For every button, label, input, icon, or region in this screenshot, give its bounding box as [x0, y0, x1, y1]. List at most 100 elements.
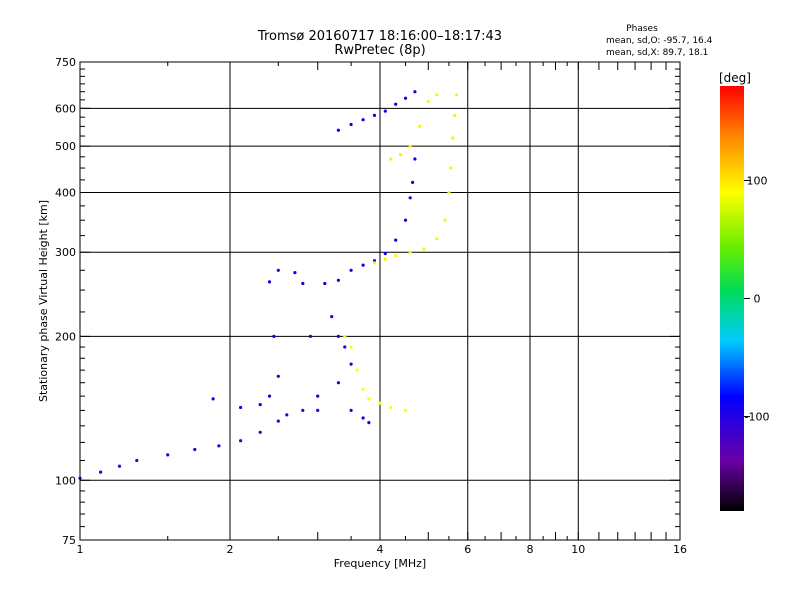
echo-point — [355, 368, 359, 372]
x-tick-label: 4 — [377, 543, 384, 556]
echo-point — [403, 96, 408, 100]
echo-point — [99, 470, 103, 474]
echo-point — [343, 334, 347, 338]
colorbar-ticks: 100 0 -100 — [744, 174, 770, 424]
echo-point — [413, 157, 417, 161]
echo-point — [361, 263, 365, 267]
echo-point — [367, 397, 371, 401]
echo-point — [258, 430, 262, 434]
y-tick-label: 100 — [55, 474, 76, 487]
echo-point — [343, 345, 347, 349]
echo-point — [435, 237, 439, 241]
echo-point — [408, 196, 412, 200]
echo-point — [267, 394, 272, 398]
x-tick-label: 10 — [571, 543, 585, 556]
echo-point — [330, 315, 334, 319]
colorbar-label: [deg] — [719, 71, 751, 85]
echo-point — [447, 190, 451, 195]
echo-point — [336, 278, 340, 282]
x-axis: 1 2 4 6 8 10 16 — [77, 62, 687, 556]
echo-point — [383, 252, 387, 256]
stats-x-mode: mean, sd,X: 89.7, 18.1 — [606, 48, 708, 58]
y-axis-label: Stationary phase Virtual Height [km] — [37, 200, 50, 402]
echo-point — [267, 280, 272, 284]
echo-point — [361, 118, 365, 122]
echo-point — [316, 394, 320, 398]
echo-point — [166, 453, 170, 457]
y-tick-label: 750 — [55, 56, 76, 69]
echo-points — [78, 90, 459, 480]
x-tick-label: 6 — [464, 543, 471, 556]
echo-point — [443, 218, 447, 222]
echo-point — [403, 218, 408, 222]
echo-point — [426, 99, 430, 104]
x-tick-label: 2 — [227, 543, 234, 556]
colorbar-tick-label: 100 — [747, 174, 768, 187]
echo-point — [361, 416, 365, 420]
grid — [80, 62, 680, 540]
echo-point — [389, 157, 393, 161]
colorbar-gradient — [720, 86, 744, 511]
echo-point — [272, 334, 276, 338]
x-tick-label: 16 — [673, 543, 687, 556]
echo-point — [349, 268, 353, 272]
echo-point — [239, 439, 243, 443]
y-tick-label: 75 — [62, 534, 76, 547]
echo-point — [367, 421, 371, 425]
y-tick-label: 600 — [55, 102, 76, 115]
echo-point — [349, 408, 353, 412]
echo-point — [349, 345, 353, 349]
echo-point — [293, 271, 297, 275]
x-axis-label: Frequency [MHz] — [334, 557, 426, 570]
echo-point — [383, 109, 387, 113]
chart-subtitle: RwPretec (8p) — [334, 43, 425, 58]
echo-point — [422, 247, 426, 251]
echo-point — [389, 405, 393, 410]
echo-point — [372, 259, 377, 263]
echo-point — [378, 401, 382, 405]
echo-point — [308, 334, 312, 338]
stats-o-mode: mean, sd,O: -95.7, 16.4 — [606, 36, 713, 46]
echo-point — [372, 113, 377, 117]
y-tick-label: 400 — [55, 186, 76, 199]
y-axis: 75 100 200 300 400 500 600 750 — [55, 56, 680, 547]
echo-point — [394, 238, 398, 242]
echo-point — [349, 122, 353, 127]
echo-point — [316, 408, 320, 412]
echo-point — [258, 403, 262, 407]
echo-point — [193, 447, 197, 452]
echo-point — [403, 408, 408, 412]
y-tick-label: 300 — [55, 246, 76, 259]
x-tick-label: 1 — [77, 543, 84, 556]
echo-point — [383, 257, 387, 261]
echo-point — [453, 113, 457, 117]
echo-point — [276, 268, 280, 272]
y-tick-label: 200 — [55, 330, 76, 343]
echo-point — [349, 362, 353, 366]
colorbar: [deg] 100 0 -100 — [719, 71, 769, 511]
echo-point — [399, 153, 403, 157]
colorbar-tick-label: 0 — [754, 293, 761, 306]
echo-point — [336, 334, 340, 338]
echo-point — [449, 166, 453, 170]
echo-point — [117, 464, 122, 468]
echo-point — [451, 136, 455, 140]
colorbar-tick-label: -100 — [745, 411, 770, 424]
echo-point — [301, 281, 305, 286]
echo-point — [276, 419, 280, 423]
echo-point — [408, 144, 412, 148]
echo-point — [301, 408, 305, 412]
chart-title: Tromsø 20160717 18:16:00–18:17:43 — [257, 29, 502, 44]
echo-point — [336, 381, 340, 385]
echo-point — [217, 444, 221, 448]
echo-point — [413, 90, 417, 94]
echo-point — [276, 374, 280, 378]
echo-point — [211, 397, 215, 401]
echo-point — [285, 413, 289, 417]
echo-point — [336, 128, 340, 132]
echo-point — [394, 102, 398, 106]
stats-heading: Phases — [626, 24, 658, 34]
echo-point — [372, 261, 377, 265]
echo-point — [239, 405, 243, 410]
